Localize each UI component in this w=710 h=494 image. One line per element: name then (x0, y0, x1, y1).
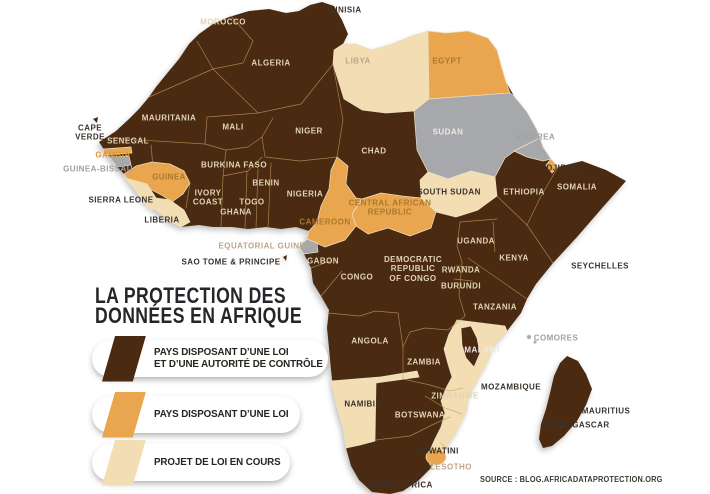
legend-pill-draft-law: PROJET DE LOI EN COURS (92, 439, 290, 486)
country-central-african-republic (351, 192, 437, 237)
country-egypt (427, 30, 511, 100)
legend-pill-law-only: PAYS DISPOSANT D’UNE LOI (92, 391, 300, 438)
country-lesotho (425, 448, 447, 466)
country-djibouti (545, 158, 559, 174)
country-guinea-bissau (106, 155, 132, 168)
internal-borders (107, 15, 559, 453)
legend-label-law-only: PAYS DISPOSANT D’UNE LOI (154, 407, 289, 420)
country-gambia (102, 146, 133, 156)
country-comoros-island2 (533, 340, 537, 344)
legend-swatch-law-only (102, 391, 146, 438)
legend-swatch-law-and-authority (102, 335, 146, 382)
legend-item-law-only: PAYS DISPOSANT D’UNE LOI (92, 391, 300, 438)
country-equatorial-guinea (298, 238, 319, 255)
legend-swatch-draft-law (102, 439, 146, 486)
country-comoros (526, 334, 532, 340)
legend-item-draft-law: PROJET DE LOI EN COURS (92, 439, 290, 486)
country-namibia (330, 370, 420, 449)
map-title-line1: LA PROTECTION DES (95, 283, 286, 308)
country-madagascar (539, 356, 592, 448)
legend-label-draft-law: PROJET DE LOI EN COURS (154, 455, 281, 468)
country-mozambique (427, 319, 508, 466)
country-south-sudan (419, 170, 498, 218)
country-malawi (460, 325, 481, 368)
country-eritrea (513, 137, 552, 162)
country-sudan (413, 92, 541, 180)
country-cameroon (306, 156, 363, 248)
country-cape-verde (93, 117, 98, 123)
legend-pill-law-and-authority: PAYS DISPOSANT D’UNE LOI ET D’UNE AUTORI… (92, 335, 328, 382)
country-libya (332, 30, 431, 114)
legend-label-law-and-authority: PAYS DISPOSANT D’UNE LOI ET D’UNE AUTORI… (154, 346, 323, 370)
source-credit: SOURCE : BLOG.AFRICADATAPROTECTION.ORG (480, 475, 663, 484)
legend-item-law-and-authority: PAYS DISPOSANT D’UNE LOI ET D’UNE AUTORI… (92, 335, 328, 382)
map-title: LA PROTECTION DES DONNÉES EN AFRIQUE (95, 283, 303, 328)
country-patches (102, 30, 559, 466)
map-title-line2: DONNÉES EN AFRIQUE (95, 302, 303, 328)
country-sao-tome-and-principe (283, 255, 287, 261)
country-liberia (148, 197, 191, 228)
